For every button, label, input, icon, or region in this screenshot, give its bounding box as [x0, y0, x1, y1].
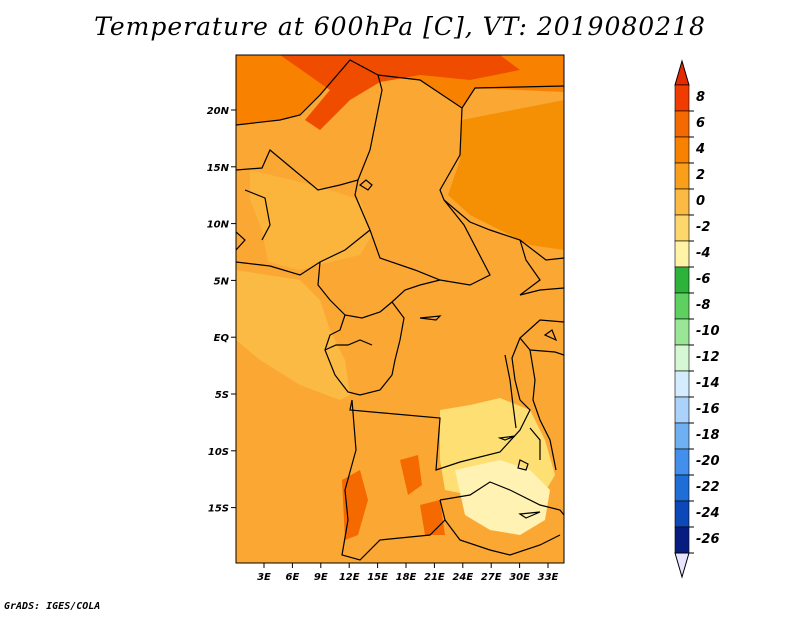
- lon-tick-label: 15E: [367, 572, 388, 583]
- colorbar-under-triangle: [674, 552, 690, 579]
- lat-tick-label: 10N: [207, 220, 230, 231]
- colorbar-label: -24: [696, 506, 720, 521]
- colorbar-label: -22: [696, 480, 720, 495]
- colorbar-segment: [674, 110, 690, 138]
- colorbar-over-triangle: [674, 59, 690, 86]
- lon-tick-label: 21E: [424, 572, 445, 583]
- colorbar-segment: [674, 136, 690, 164]
- colorbar-segment: [674, 526, 690, 554]
- colorbar-label: -14: [696, 376, 720, 391]
- colorbar-segment: [674, 162, 690, 190]
- temperature-zone-central-africa-cool: [236, 270, 350, 400]
- colorbar-label: -16: [696, 402, 720, 417]
- chart-title: Temperature at 600hPa [C], VT: 201908021…: [94, 12, 706, 41]
- colorbar-segment: [674, 188, 690, 216]
- temperature-zone-sahara-hot: [280, 55, 520, 130]
- latitude-axis: 20N 15N 10N 5N EQ 5S 10S 15S: [207, 106, 236, 515]
- lon-tick-label: 3E: [257, 572, 271, 583]
- colorbar-label: 0: [696, 194, 705, 209]
- lat-tick-label: 10S: [208, 447, 229, 458]
- longitude-axis: 3E 6E 9E 12E 15E 18E 21E 24E 27E 30E 33E: [257, 563, 559, 583]
- lon-tick-label: 12E: [339, 572, 360, 583]
- temperature-zone-zambia-cold: [455, 460, 550, 535]
- colorbar-segment: [674, 344, 690, 372]
- map-frame: [235, 54, 565, 564]
- colorbar-label: -6: [696, 272, 710, 287]
- colorbar-label: 6: [696, 116, 705, 131]
- colorbar-label: 8: [696, 90, 705, 105]
- colorbar: 8 6 4 2 0 -2 -4 -6 -8 -10 -12 -14 -16 -18 -20 -22 -24 -26: [674, 59, 720, 579]
- colorbar-segment: [674, 292, 690, 320]
- colorbar-segment: [674, 396, 690, 424]
- colorbar-label: -2: [696, 220, 710, 235]
- colorbar-label: -4: [696, 246, 710, 261]
- colorbar-label: 2: [696, 168, 705, 183]
- colorbar-segment: [674, 448, 690, 476]
- lat-tick-label: 15S: [208, 504, 229, 515]
- colorbar-segment: [674, 500, 690, 528]
- lon-tick-label: 18E: [396, 572, 417, 583]
- lakes: [358, 179, 558, 519]
- lat-tick-label: 5N: [214, 276, 230, 287]
- colorbar-segment: [674, 84, 690, 112]
- lat-tick-label: 20N: [207, 106, 230, 117]
- lon-tick-label: 24E: [452, 572, 473, 583]
- lon-tick-label: 27E: [481, 572, 502, 583]
- colorbar-label: -26: [696, 532, 720, 547]
- lon-tick-label: 9E: [314, 572, 328, 583]
- colorbar-segment: [674, 422, 690, 450]
- temperature-zone-east-africa-warm: [448, 100, 564, 250]
- lon-tick-label: 33E: [538, 572, 559, 583]
- colorbar-segment: [674, 474, 690, 502]
- colorbar-segment: [674, 318, 690, 346]
- country-borders: [236, 59, 564, 561]
- colorbar-label: -12: [696, 350, 720, 365]
- colorbar-label: -20: [696, 454, 720, 469]
- colorbar-segment: [674, 370, 690, 398]
- lon-tick-label: 30E: [509, 572, 530, 583]
- lon-tick-label: 6E: [286, 572, 300, 583]
- colorbar-label: 4: [695, 142, 705, 157]
- colorbar-label: -18: [696, 428, 720, 443]
- software-credit: GrADS: IGES/COLA: [4, 601, 101, 612]
- lat-tick-label: 15N: [207, 163, 230, 174]
- colorbar-segment: [674, 214, 690, 242]
- lat-tick-label: 5S: [215, 390, 229, 401]
- lat-tick-label: EQ: [214, 333, 230, 344]
- colorbar-label: -8: [696, 298, 710, 313]
- colorbar-segment: [674, 240, 690, 268]
- colorbar-segment: [674, 266, 690, 294]
- colorbar-label: -10: [696, 324, 720, 339]
- temperature-zone-angola-hot: [342, 455, 445, 540]
- temperature-zone-west-cool: [250, 170, 372, 270]
